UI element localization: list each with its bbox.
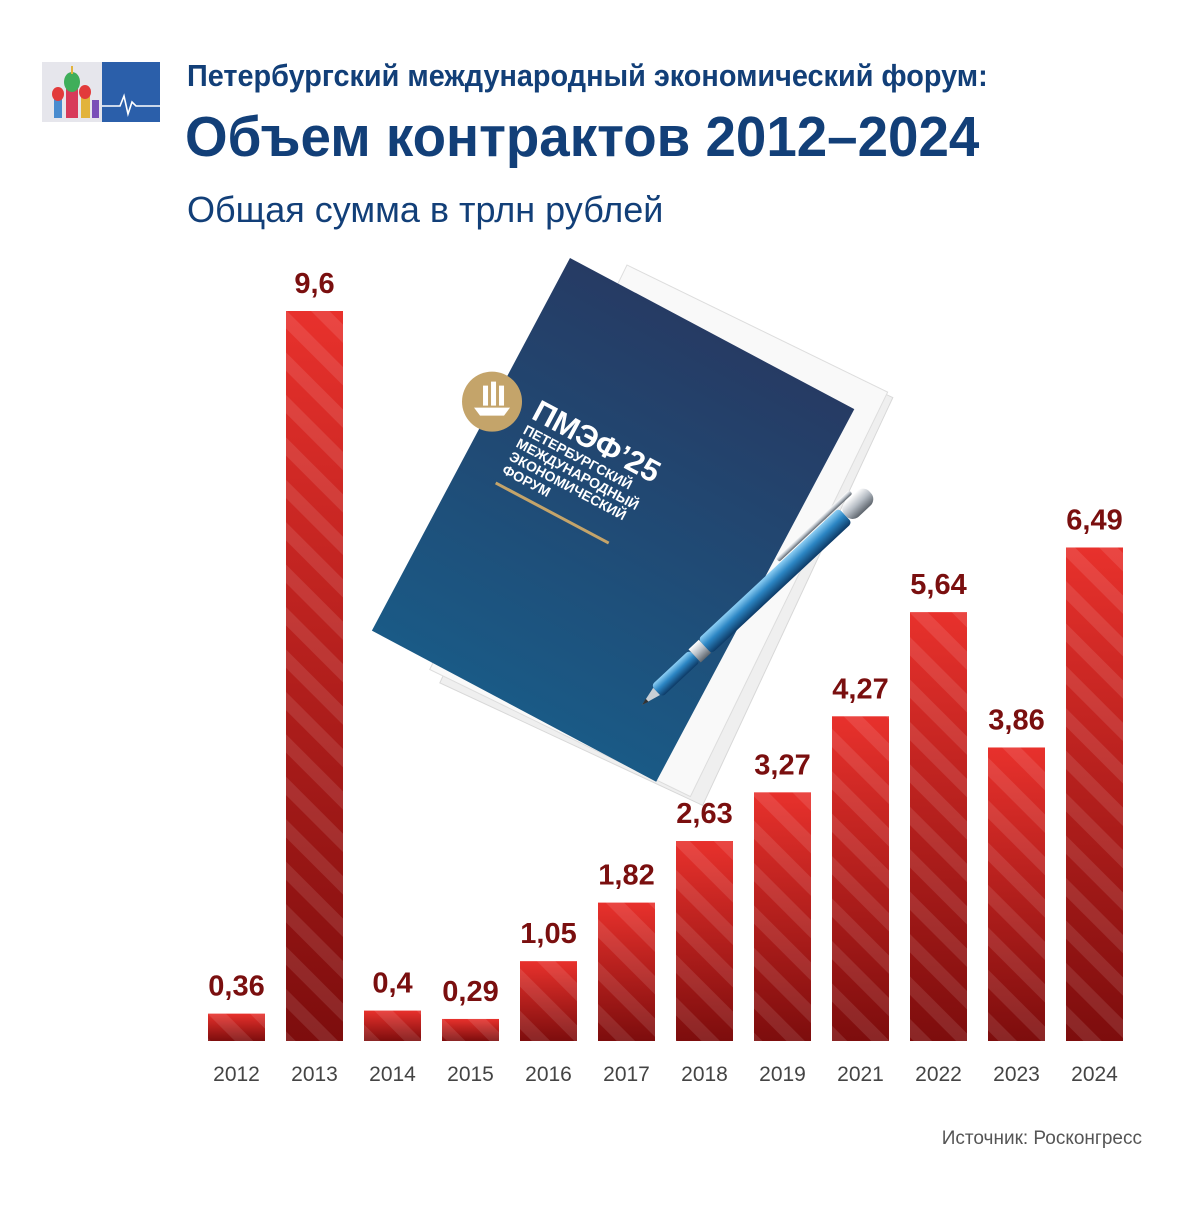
forum-emblem: [462, 371, 523, 432]
value-label-2014: 0,4: [372, 968, 412, 1000]
x-tick-2022: 2022: [915, 1063, 962, 1086]
x-tick-2014: 2014: [369, 1063, 416, 1086]
bar-stripes-2015: [442, 1018, 499, 1041]
bar-stripes-2018: [676, 841, 733, 1041]
bar-stripes-2012: [208, 1013, 265, 1041]
x-tick-2024: 2024: [1071, 1063, 1118, 1086]
x-tick-2018: 2018: [681, 1063, 728, 1086]
x-tick-2017: 2017: [603, 1063, 650, 1086]
x-tick-2012: 2012: [213, 1063, 260, 1086]
bar-stripes-2013: [286, 311, 343, 1041]
bar-stripes-2016: [520, 961, 577, 1041]
value-label-2019: 3,27: [754, 749, 810, 781]
x-tick-2023: 2023: [993, 1063, 1040, 1086]
x-tick-2015: 2015: [447, 1063, 494, 1086]
value-label-2013: 9,6: [294, 268, 334, 300]
header-title: Объем контрактов 2012–2024: [185, 105, 980, 169]
value-label-2016: 1,05: [520, 918, 576, 950]
x-tick-2016: 2016: [525, 1063, 572, 1086]
x-tick-2019: 2019: [759, 1063, 806, 1086]
value-label-2018: 2,63: [676, 798, 732, 830]
value-label-2021: 4,27: [832, 673, 888, 705]
bar-stripes-2017: [598, 902, 655, 1041]
folder-cover: ПМЭФ’25 ПЕТЕРБУРГСКИЙ МЕЖДУНАРОДНЫЙ ЭКОН…: [371, 257, 855, 782]
bar-stripes-2023: [988, 747, 1045, 1041]
value-label-2024: 6,49: [1066, 504, 1122, 536]
bar-stripes-2019: [754, 792, 811, 1041]
gold-divider: [494, 481, 610, 545]
bar-stripes-2021: [832, 716, 889, 1041]
header-subtitle: Общая сумма в трлн рублей: [187, 189, 664, 230]
bar-stripes-2024: [1066, 547, 1123, 1041]
roscongress-logo: [42, 62, 160, 122]
value-label-2017: 1,82: [598, 860, 654, 892]
bar-stripes-2022: [910, 612, 967, 1041]
x-tick-2013: 2013: [291, 1063, 338, 1086]
bars-layer: 0,36 2012 9,6 2013 0,4 2014 0,29 2015 1,05 2016 1,…: [208, 268, 1123, 1086]
folder-illustration: ПМЭФ’25 ПЕТЕРБУРГСКИЙ МЕЖДУНАРОДНЫЙ ЭКОН…: [371, 257, 894, 807]
bar-stripes-2014: [364, 1010, 421, 1041]
source-note: Источник: Росконгресс: [941, 1128, 1142, 1149]
pen-icon: [642, 488, 874, 705]
value-label-2022: 5,64: [910, 569, 966, 601]
x-tick-2021: 2021: [837, 1063, 884, 1086]
header-supertitle: Петербургский международный экономически…: [187, 58, 988, 93]
value-label-2023: 3,86: [988, 704, 1044, 736]
value-label-2015: 0,29: [442, 976, 498, 1008]
value-label-2012: 0,36: [208, 971, 264, 1003]
